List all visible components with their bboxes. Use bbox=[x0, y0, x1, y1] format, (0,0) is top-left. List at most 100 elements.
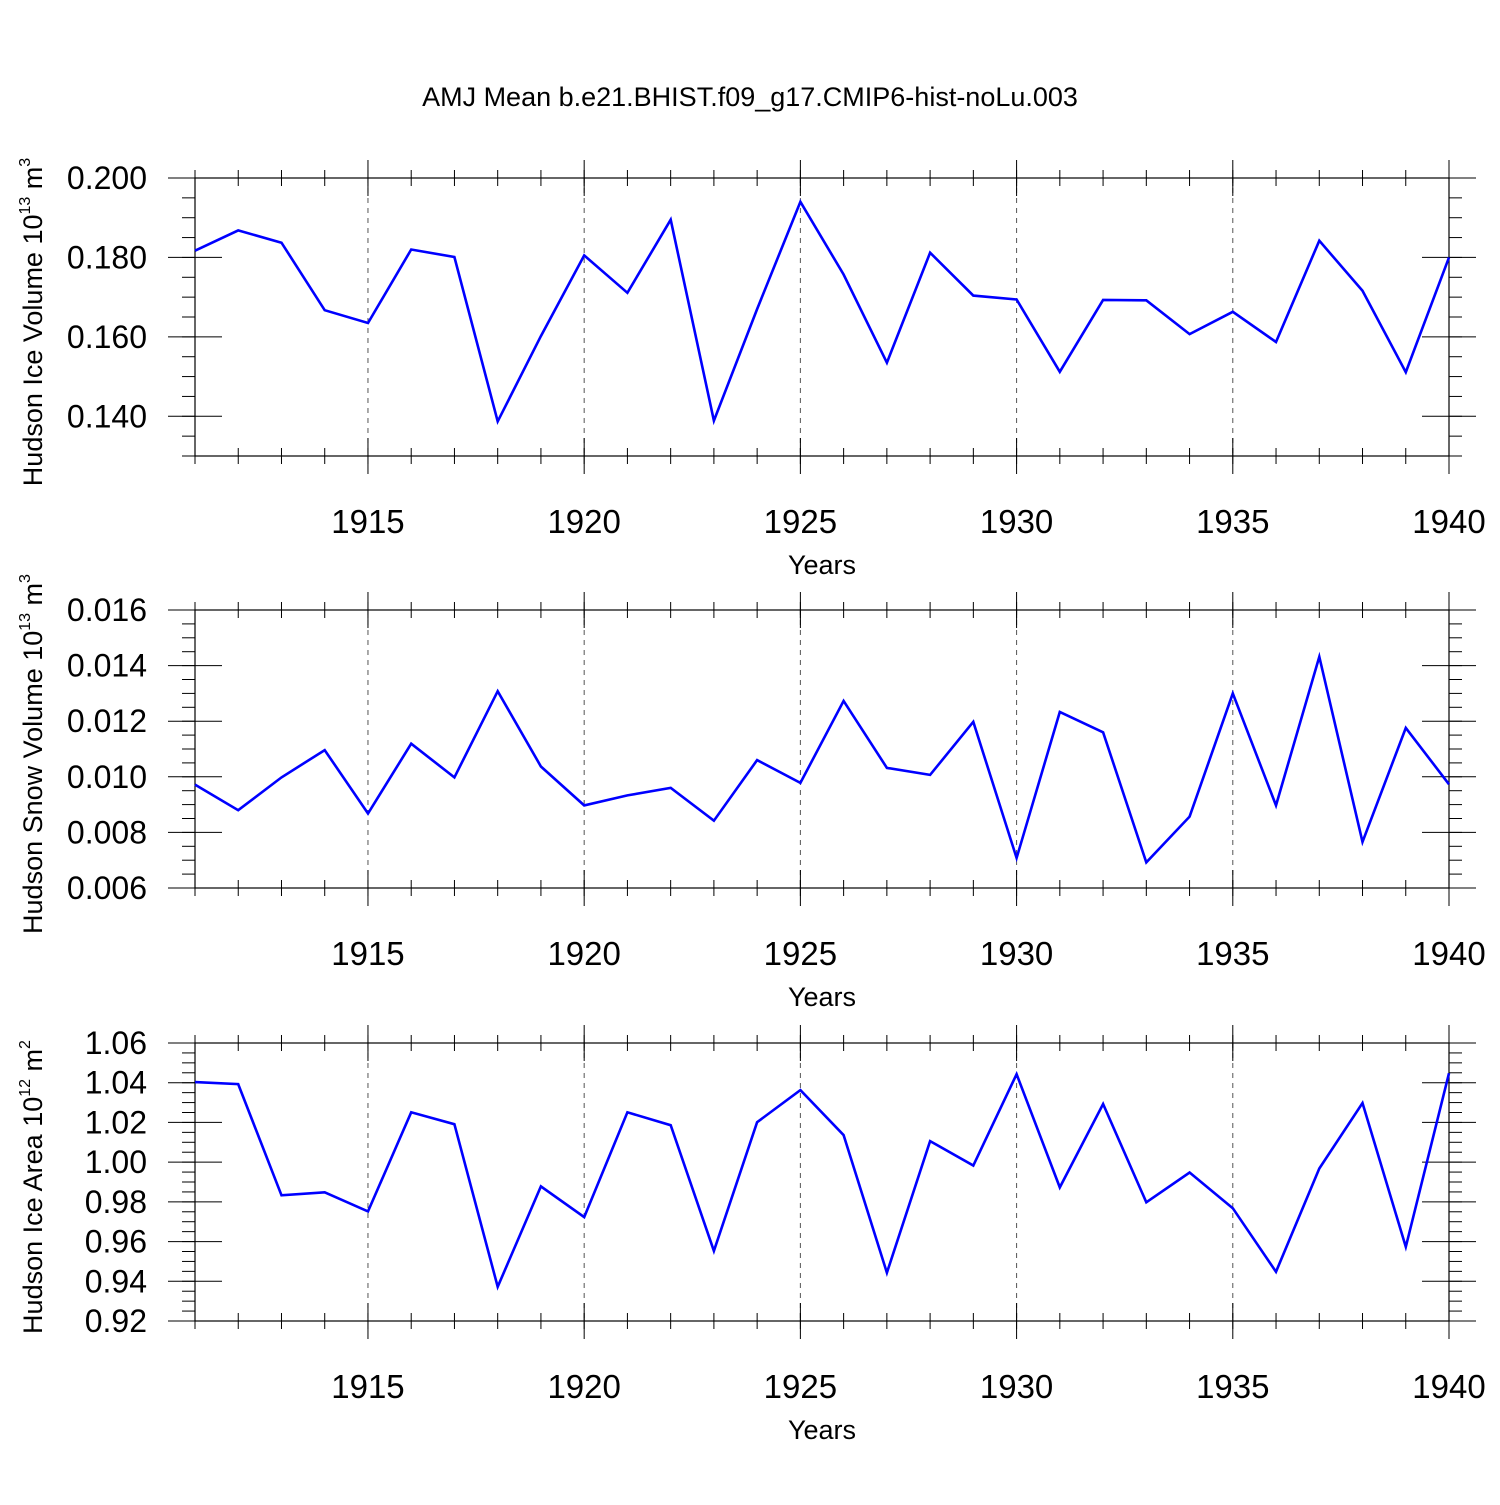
panel-2-x-tick-label: 1935 bbox=[1196, 935, 1269, 972]
panel-3-data-point bbox=[1188, 1170, 1192, 1174]
panel-1-data-point bbox=[1404, 370, 1408, 374]
panel-1-data-point bbox=[1231, 310, 1235, 314]
panel-1-data-point bbox=[1015, 298, 1019, 302]
panel-2-data-point bbox=[669, 786, 673, 790]
panel-1-x-axis-label: Years bbox=[788, 550, 856, 580]
panel-1-data-point bbox=[496, 419, 500, 423]
panel-3-plot-frame bbox=[194, 1042, 1450, 1322]
panel-3-data-point bbox=[452, 1122, 456, 1126]
panel-1-data-point bbox=[1317, 239, 1321, 243]
panel-1: 0.140 0.160 0.180 0.200 1915 1920 1925 1930 1935… bbox=[17, 158, 1486, 580]
panel-2-x-axis-label: Years bbox=[788, 982, 856, 1012]
panel-2-data-point bbox=[1101, 730, 1105, 734]
panel-3-data-point bbox=[1274, 1270, 1278, 1274]
panel-2-data-point bbox=[452, 775, 456, 779]
panel-3-y-axis-label: Hudson Ice Area 1012 m2 bbox=[17, 1040, 48, 1334]
panel-1-y-tick-label: 0.180 bbox=[67, 239, 147, 275]
panel-1-data-point bbox=[625, 291, 629, 295]
panel-2-series-line bbox=[194, 651, 1451, 865]
panel-3-y-tick-label: 1.06 bbox=[85, 1025, 147, 1061]
panel-1-data-point bbox=[452, 255, 456, 259]
panel-3-x-tick-label: 1940 bbox=[1412, 1368, 1485, 1405]
panel-2-data-point bbox=[1317, 655, 1321, 659]
panel-1-data-point bbox=[755, 307, 759, 311]
panel-2-data-point bbox=[193, 783, 197, 787]
panel-3-data-point bbox=[798, 1088, 802, 1092]
panel-1-y-tick-label: 0.160 bbox=[67, 319, 147, 355]
panel-1-series-line bbox=[194, 198, 1451, 426]
panel-1-data-point bbox=[1144, 298, 1148, 302]
panel-3-data-point bbox=[236, 1082, 240, 1086]
panel-1-x-tick-label: 1920 bbox=[547, 503, 620, 540]
panel-1-data-point bbox=[1447, 255, 1451, 259]
panel-1-x-tick-label: 1940 bbox=[1412, 503, 1485, 540]
panel-3-data-point bbox=[1058, 1185, 1062, 1189]
panel-3-data-point bbox=[366, 1209, 370, 1213]
panel-3-data-point bbox=[842, 1133, 846, 1137]
panel-3-y-tick-label: 0.94 bbox=[85, 1263, 147, 1299]
panel-1-x-tick-label: 1930 bbox=[980, 503, 1053, 540]
panel-2-data-point bbox=[1144, 860, 1148, 864]
panel-2-y-tick-label: 0.016 bbox=[67, 592, 147, 628]
panel-1-data-point bbox=[582, 253, 586, 257]
panel-1-data-point bbox=[971, 294, 975, 298]
panel-1-data-point bbox=[279, 241, 283, 245]
panel-3-data-point bbox=[1361, 1101, 1365, 1105]
panel-3-data-point bbox=[712, 1249, 716, 1253]
panel-2-data-point bbox=[409, 742, 413, 746]
panel-2-plot-frame bbox=[194, 609, 1450, 889]
panel-3-data-point bbox=[279, 1193, 283, 1197]
panel-3: 0.92 0.940.96 0.98 1.00 1.021.04 1.06 1915 1920… bbox=[17, 1025, 1486, 1445]
panel-2-data-point bbox=[885, 766, 889, 770]
panel-2-y-tick-label: 0.008 bbox=[67, 814, 147, 850]
panel-2-data-point bbox=[1447, 782, 1451, 786]
panel-3-data-point bbox=[928, 1139, 932, 1143]
panel-1-x-tick-label: 1915 bbox=[331, 503, 404, 540]
panel-1-data-point bbox=[669, 218, 673, 222]
panel-2-data-point bbox=[1015, 856, 1019, 860]
panel-3-data-point bbox=[1231, 1206, 1235, 1210]
panel-2-data-point bbox=[928, 773, 932, 777]
figure-title: AMJ Mean b.e21.BHIST.f09_g17.CMIP6-hist-… bbox=[422, 82, 1078, 112]
panel-3-data-point bbox=[539, 1184, 543, 1188]
panel-3-y-tick-label: 1.02 bbox=[85, 1104, 147, 1140]
panel-2-data-point bbox=[1231, 691, 1235, 695]
panel-3-data-point bbox=[1144, 1200, 1148, 1204]
panel-2: 0.006 0.008 0.010 0.012 0.014 0.016 1915 1920 19… bbox=[17, 574, 1486, 1012]
panel-1-data-point bbox=[236, 228, 240, 232]
panel-1-data-point bbox=[1188, 332, 1192, 336]
panel-3-y-tick-label: 1.04 bbox=[85, 1065, 147, 1101]
panel-3-data-point bbox=[669, 1123, 673, 1127]
panel-3-x-tick-label: 1935 bbox=[1196, 1368, 1269, 1405]
panel-2-data-point bbox=[279, 775, 283, 779]
panel-2-y-tick-label: 0.006 bbox=[67, 870, 147, 906]
panel-3-data-point bbox=[1404, 1245, 1408, 1249]
panel-2-data-point bbox=[1274, 803, 1278, 807]
panel-1-data-point bbox=[409, 247, 413, 251]
panel-3-data-point bbox=[496, 1285, 500, 1289]
panel-3-y-tick-label: 1.00 bbox=[85, 1144, 147, 1180]
panel-2-y-axis-label: Hudson Snow Volume 1013 m3 bbox=[17, 574, 48, 934]
panel-3-data-point bbox=[971, 1164, 975, 1168]
panel-2-y-tick-label: 0.010 bbox=[67, 759, 147, 795]
panel-2-x-tick-label: 1930 bbox=[980, 935, 1053, 972]
panel-2-data-point bbox=[1361, 840, 1365, 844]
panel-3-data-point bbox=[1015, 1072, 1019, 1076]
panel-1-data-point bbox=[842, 273, 846, 277]
panel-2-data-point bbox=[1404, 726, 1408, 730]
panel-3-data-point bbox=[1447, 1071, 1451, 1075]
panel-1-x-tick-label: 1925 bbox=[764, 503, 837, 540]
panel-3-y-tick-label: 0.96 bbox=[85, 1224, 147, 1260]
panel-1-y-tick-label: 0.200 bbox=[67, 160, 147, 196]
panel-2-data-point bbox=[236, 808, 240, 812]
panel-1-data-point bbox=[885, 361, 889, 365]
panel-2-data-point bbox=[755, 758, 759, 762]
panel-1-data-point bbox=[928, 251, 932, 255]
panel-2-x-tick-label: 1940 bbox=[1412, 935, 1485, 972]
panel-2-data-point bbox=[625, 793, 629, 797]
panel-3-data-point bbox=[1317, 1166, 1321, 1170]
panel-2-data-point bbox=[582, 803, 586, 807]
panel-2-data-point bbox=[798, 781, 802, 785]
